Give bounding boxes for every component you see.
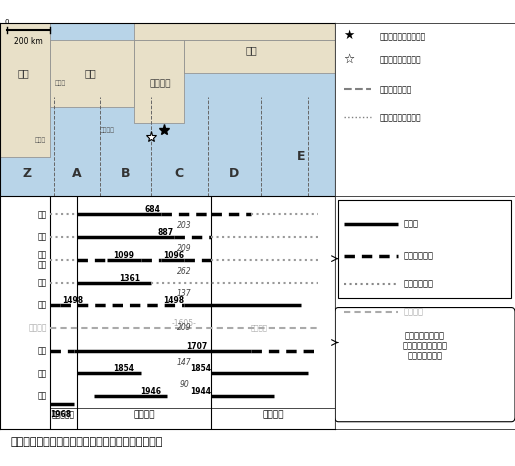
Text: 仁和: 仁和	[38, 233, 47, 241]
Text: 昭和南海地震の震源: 昭和南海地震の震源	[380, 55, 421, 64]
Text: 東海: 東海	[245, 45, 257, 55]
Text: ★: ★	[344, 29, 355, 42]
Text: 南海地震: 南海地震	[133, 411, 154, 419]
Text: 白鳳: 白鳳	[38, 210, 47, 219]
Text: 1096: 1096	[163, 251, 184, 260]
Text: 1854: 1854	[113, 364, 134, 373]
Text: 可能性がある: 可能性がある	[403, 280, 433, 289]
Text: 永長
康和: 永長 康和	[38, 250, 47, 269]
Text: 安政: 安政	[38, 369, 47, 378]
Text: ☆: ☆	[344, 53, 355, 66]
Text: 203: 203	[177, 221, 192, 230]
Text: 最大級の震源域: 最大級の震源域	[380, 85, 412, 94]
Text: 昭和: 昭和	[38, 391, 47, 401]
Text: 90: 90	[179, 380, 189, 389]
Text: 1361: 1361	[119, 274, 141, 282]
Text: 209: 209	[177, 244, 192, 253]
Polygon shape	[50, 40, 134, 107]
Text: 可能性が高い: 可能性が高い	[403, 252, 433, 261]
Text: B: B	[121, 167, 130, 180]
Text: 1099: 1099	[113, 251, 134, 260]
Text: 日向灘地震: 日向灘地震	[52, 411, 75, 419]
Text: 1854: 1854	[190, 364, 211, 373]
Text: 津波地震: 津波地震	[251, 325, 268, 331]
Polygon shape	[0, 23, 50, 157]
Text: 四国: 四国	[84, 69, 96, 78]
Text: 昭和東南海地震の震源: 昭和東南海地震の震源	[380, 33, 426, 42]
Text: 九州: 九州	[18, 69, 29, 78]
Text: 0: 0	[5, 19, 9, 25]
Text: 887: 887	[158, 228, 174, 237]
Text: 1498: 1498	[163, 296, 184, 305]
Text: 137: 137	[177, 289, 192, 298]
Polygon shape	[134, 23, 335, 40]
Text: A: A	[72, 167, 82, 180]
Text: 最大級の浅部波源域: 最大級の浅部波源域	[380, 113, 421, 122]
Text: 209: 209	[177, 323, 192, 332]
Text: 明応: 明応	[38, 301, 47, 310]
Text: 200 km: 200 km	[14, 37, 43, 46]
FancyBboxPatch shape	[335, 308, 515, 422]
Text: Z: Z	[22, 167, 31, 180]
Text: 1944: 1944	[190, 387, 211, 396]
Text: 確かな: 確かな	[403, 219, 418, 228]
Text: 日向灘: 日向灘	[35, 137, 46, 143]
Text: D: D	[229, 167, 239, 180]
Text: 宝永: 宝永	[38, 346, 47, 355]
Text: 262: 262	[177, 267, 192, 276]
Text: 康安: 康安	[38, 278, 47, 287]
Text: 1968: 1968	[50, 410, 72, 419]
Polygon shape	[184, 40, 335, 73]
Text: 津波地震: 津波地震	[403, 308, 423, 317]
FancyBboxPatch shape	[338, 200, 511, 298]
Text: 1498: 1498	[62, 296, 83, 305]
Text: 図１　過去の南海トラフ地震の震源域、発生時系列: 図１ 過去の南海トラフ地震の震源域、発生時系列	[10, 438, 163, 447]
Text: 紀伊半島: 紀伊半島	[150, 79, 171, 88]
Text: 土佐湾: 土佐湾	[55, 81, 66, 86]
Text: 地質学的傍証から
規模が大きかったと
考えられる地震: 地質学的傍証から 規模が大きかったと 考えられる地震	[402, 331, 448, 361]
Text: 684: 684	[145, 206, 161, 214]
Text: -1605-: -1605-	[171, 319, 197, 328]
Text: 紀伊水道: 紀伊水道	[99, 127, 115, 133]
Text: C: C	[175, 167, 184, 180]
Text: 1707: 1707	[186, 342, 208, 350]
Text: （慶長）: （慶長）	[28, 323, 47, 332]
Text: E: E	[297, 151, 305, 164]
Polygon shape	[134, 40, 184, 123]
Text: 147: 147	[177, 357, 192, 367]
Text: 東海地震: 東海地震	[262, 411, 284, 419]
Text: 1946: 1946	[140, 387, 161, 396]
